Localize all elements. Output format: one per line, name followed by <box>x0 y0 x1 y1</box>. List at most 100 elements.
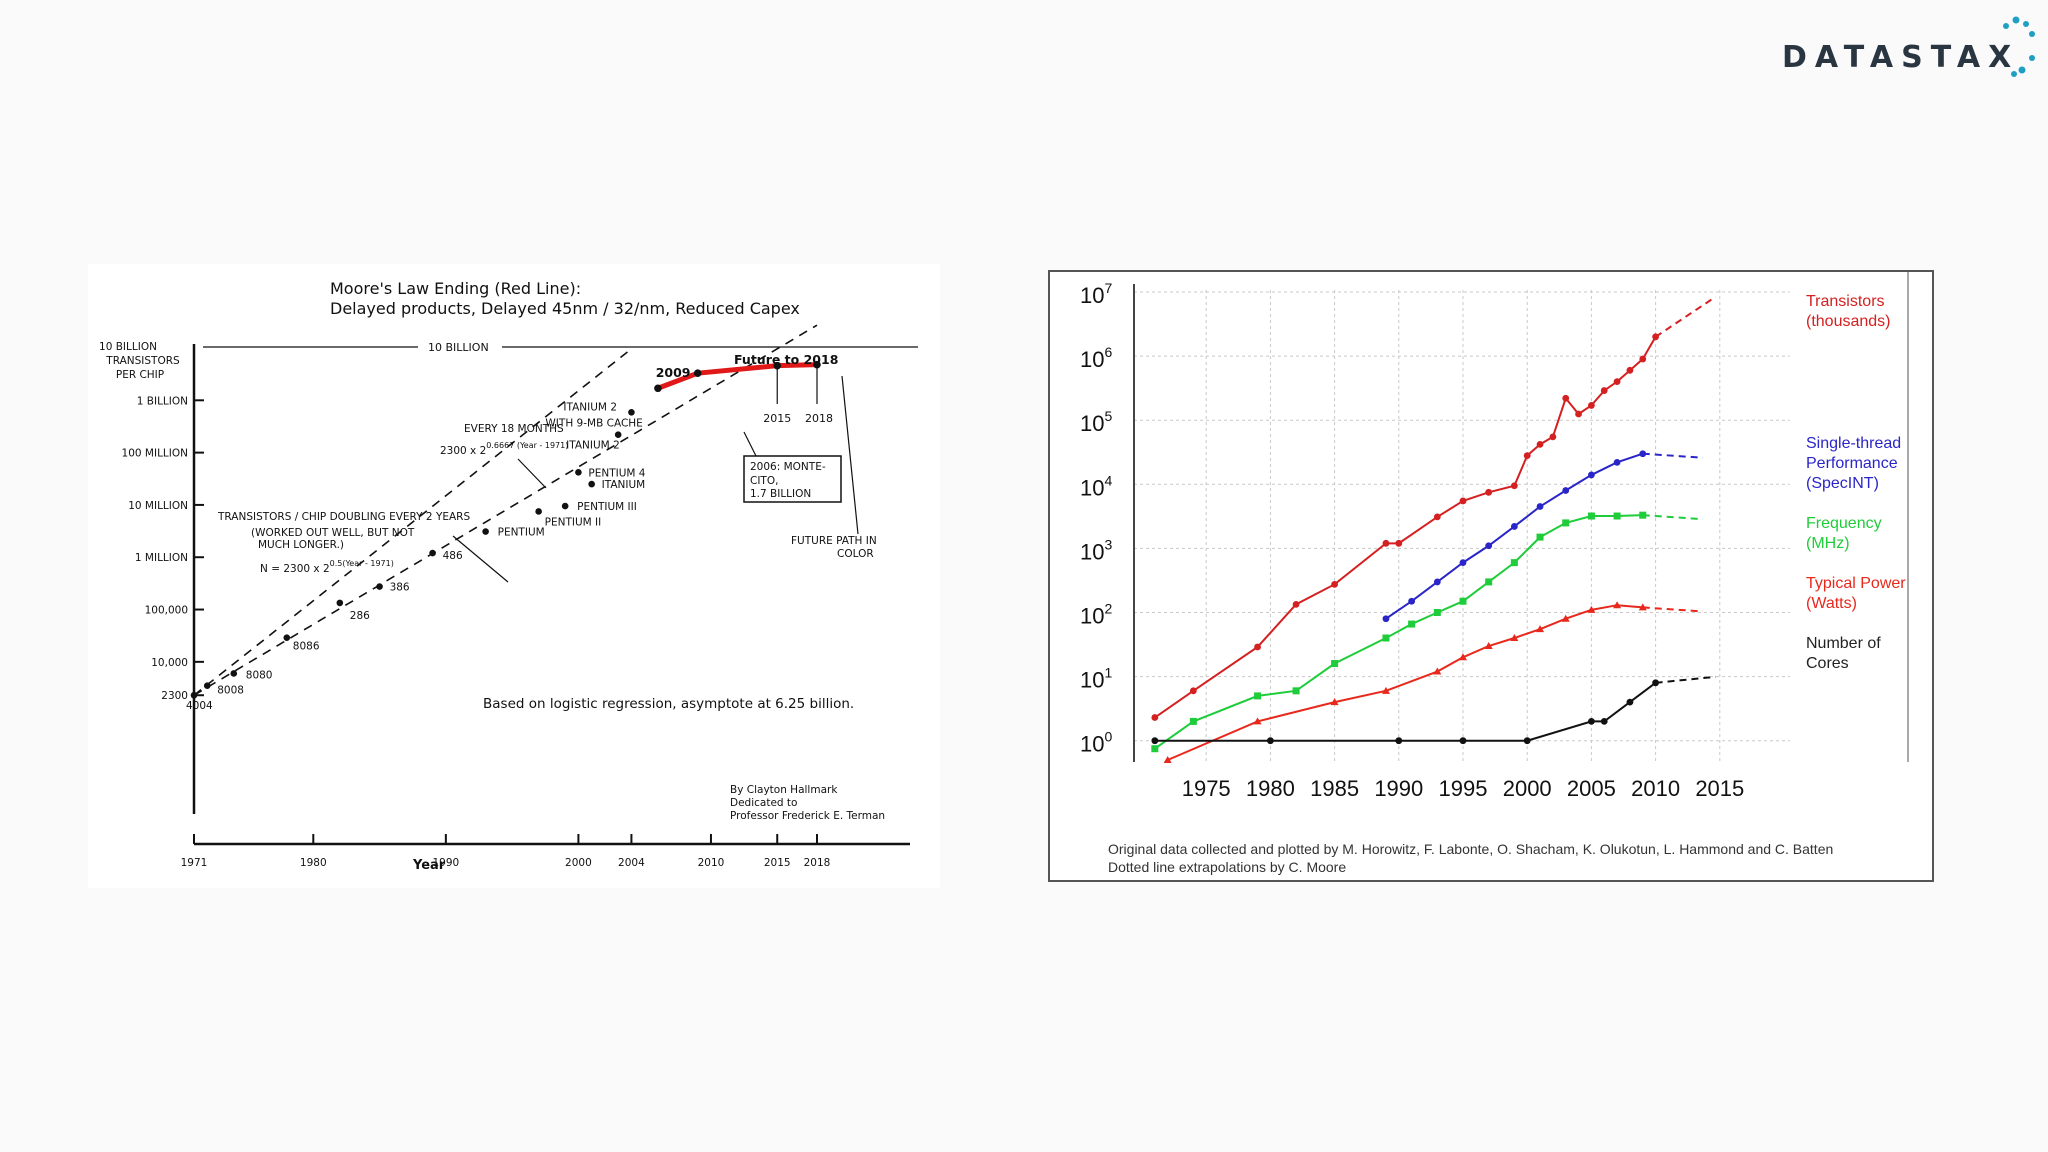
processor-point <box>614 431 622 439</box>
legend-label: Frequency <box>1806 515 1882 532</box>
legend-label: (Watts) <box>1806 595 1857 612</box>
data-marker <box>1561 614 1570 622</box>
data-marker <box>1562 519 1570 527</box>
data-marker <box>1485 542 1493 550</box>
data-marker <box>1536 503 1544 510</box>
data-marker <box>1253 717 1262 725</box>
x-tick-label: 2005 <box>1567 776 1616 801</box>
x-tick-label: 2000 <box>1503 776 1552 801</box>
processor-label: PENTIUM II <box>545 516 602 528</box>
y-tick-label: 104 <box>1080 472 1112 500</box>
processor-point <box>561 502 569 510</box>
montecito-leader <box>743 431 757 457</box>
series-extrapolation <box>1655 295 1717 338</box>
y-tick-label: 10,000 <box>151 657 188 669</box>
logo-dots-icon <box>2003 16 2035 77</box>
legend-label: (thousands) <box>1806 313 1891 330</box>
y-tick-label: 106 <box>1080 344 1112 372</box>
data-marker <box>1484 642 1493 650</box>
y-ticks: 2300 10,000 100,000 1 MILLION 10 MILLION 100 … <box>122 395 204 702</box>
data-marker <box>1536 625 1545 633</box>
x-tick-label: 1995 <box>1439 776 1488 801</box>
data-marker <box>1459 559 1467 567</box>
x-tick-label: 1985 <box>1310 776 1359 801</box>
data-marker <box>1638 603 1647 611</box>
processor-label: 8008 <box>217 685 244 697</box>
legend-label: Single-thread <box>1806 435 1901 452</box>
y-tick-label: 103 <box>1080 536 1112 564</box>
x-tick-label: 2010 <box>1631 776 1680 801</box>
data-marker <box>1510 523 1518 530</box>
x-axis-title: Year <box>412 858 446 873</box>
x-tick-label: 2000 <box>565 857 592 869</box>
data-marker <box>1626 698 1634 706</box>
data-marker <box>1408 597 1416 605</box>
y-tick-label: 100 <box>1080 729 1112 757</box>
data-marker <box>1588 718 1595 725</box>
processor-point <box>588 480 595 488</box>
processor-point <box>429 549 436 557</box>
data-marker <box>1331 580 1338 588</box>
red-line-point <box>813 360 821 369</box>
datastax-logo: DATASTAX <box>1770 12 2040 82</box>
x-tick-label: 2015 <box>764 857 791 869</box>
red-future-line: 2009 2015 2018 <box>654 360 833 425</box>
x-tick-label: 2010 <box>698 857 725 869</box>
red-label: 2015 <box>763 412 791 425</box>
y-tick-label: 10 MILLION <box>128 500 188 512</box>
legend-label: Typical Power <box>1806 575 1906 592</box>
regression-note: Based on logistic regression, asymptote … <box>483 696 854 712</box>
data-marker <box>1587 605 1596 613</box>
future-path-leader <box>841 375 859 535</box>
every-18-months-leader <box>517 458 547 489</box>
y-tick-label: 2300 <box>161 690 188 702</box>
montecito-box <box>743 455 842 503</box>
legend-label: (MHz) <box>1806 535 1850 552</box>
data-marker <box>1382 615 1390 623</box>
data-marker <box>1433 609 1441 617</box>
processor-label: ITANIUM 2 <box>563 401 617 413</box>
y-axis-label-1: 10 BILLION <box>99 341 157 353</box>
processor-point <box>283 634 291 641</box>
data-marker <box>1433 513 1441 521</box>
data-marker <box>1381 686 1390 694</box>
grid <box>1134 290 1790 762</box>
moores-law-svg: Moore's Law Ending (Red Line): Delayed p… <box>99 279 918 873</box>
every-18-months-label: EVERY 18 MONTHS <box>464 423 564 435</box>
series-extrapolation <box>1655 675 1716 684</box>
processor-label: PENTIUM III <box>577 501 637 513</box>
data-marker <box>1459 737 1467 745</box>
microprocessor-trend-svg: 100 101 102 103 104 105 106 107 1975 1980 1985 199… <box>1080 272 1909 875</box>
processor-point <box>190 691 198 699</box>
data-marker <box>1536 533 1544 541</box>
x-tick-label: 1971 <box>181 857 208 869</box>
legend-label: (SpecINT) <box>1806 475 1879 492</box>
series-extrapolation <box>1642 514 1703 521</box>
processor-label: ITANIUM <box>602 479 646 491</box>
red-line-point <box>654 384 662 393</box>
data-marker <box>1408 620 1416 628</box>
x-tick-label: 1990 <box>432 857 459 869</box>
data-marker <box>1330 698 1339 706</box>
data-marker <box>1600 718 1608 725</box>
red-label: 2018 <box>805 412 833 425</box>
x-tick-label: 1980 <box>1246 776 1295 801</box>
processor-point <box>376 583 383 590</box>
x-tick-label: 1980 <box>300 857 327 869</box>
processor-point <box>230 670 238 677</box>
x-tick-label: 2018 <box>804 857 831 869</box>
data-marker <box>1510 634 1519 642</box>
legend-label: Number of <box>1806 635 1881 652</box>
data-marker <box>1382 539 1390 547</box>
x-ticks: 1975 1980 1985 1990 1995 2000 2005 2010 2015 <box>1182 776 1745 801</box>
data-marker <box>1639 511 1647 519</box>
future-path-2: COLOR <box>837 548 874 560</box>
processor-label: 386 <box>390 582 410 594</box>
processor-label: 8086 <box>293 641 320 653</box>
y-tick-label: 102 <box>1080 601 1112 629</box>
data-marker <box>1510 559 1518 567</box>
data-marker <box>1652 679 1659 687</box>
future-path-1: FUTURE PATH IN <box>791 535 877 547</box>
y-tick-label: 1 BILLION <box>137 395 188 407</box>
dashed-trend-lines <box>193 324 818 696</box>
